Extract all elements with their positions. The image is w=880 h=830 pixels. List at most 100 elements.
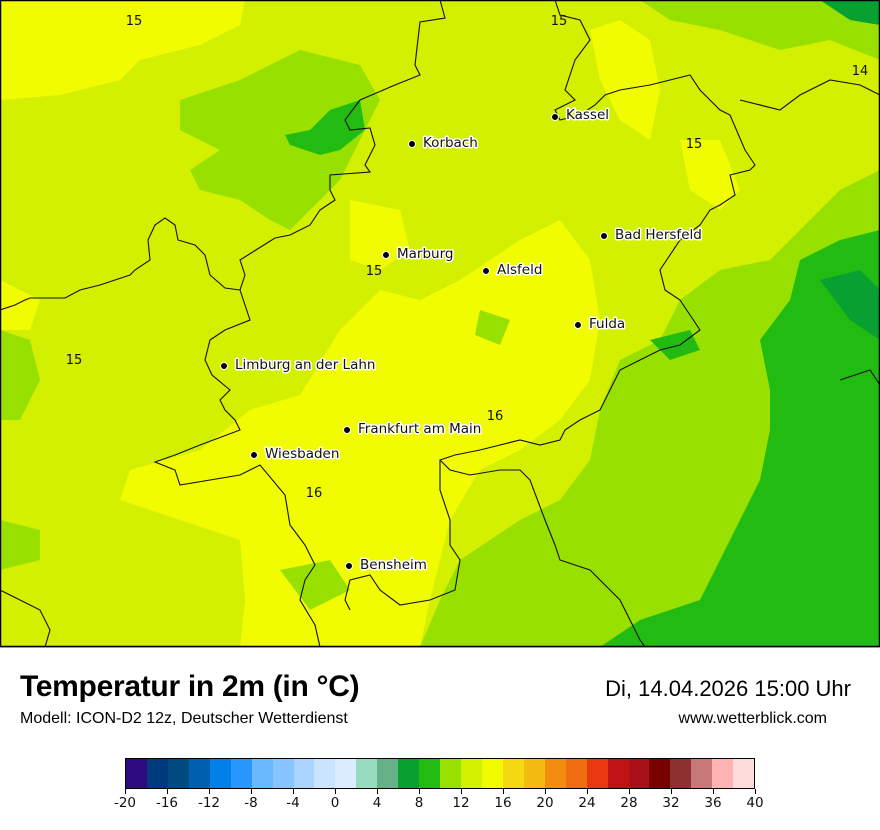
colorbar-segment <box>335 759 357 788</box>
colorbar-tick-mark <box>544 789 546 794</box>
colorbar-tick-label: -12 <box>197 795 221 811</box>
city-bad-hersfeld[interactable]: Bad Hersfeld <box>600 226 703 245</box>
colorbar-segment <box>712 759 734 788</box>
cold-zone-8-10 <box>285 100 880 647</box>
temperature-map: 15 15 14 15 15 15 16 16 Kassel Korbach B… <box>0 0 880 648</box>
city-markers: Kassel Korbach Bad Hersfeld Marburg Alsf… <box>220 106 703 575</box>
colorbar-tick-mark <box>334 789 336 794</box>
website-link[interactable]: www.wetterblick.com <box>678 710 827 727</box>
city-label: Marburg <box>397 246 453 262</box>
colorbar-segment <box>356 759 378 788</box>
colorbar-segment <box>607 759 629 788</box>
map-canvas: 15 15 14 15 15 15 16 16 Kassel Korbach B… <box>0 0 880 648</box>
city-wiesbaden[interactable]: Wiesbaden <box>250 445 341 464</box>
colorbar-tick-label: -8 <box>244 795 258 811</box>
colorbar-segment <box>251 759 273 788</box>
colorbar-segment <box>565 759 587 788</box>
colorbar-tick-mark <box>502 789 504 794</box>
isoline-labels: 15 15 14 15 15 15 16 16 <box>66 14 869 501</box>
colorbar-segment <box>523 759 545 788</box>
colorbar-tick-mark <box>166 789 168 794</box>
city-label: Bad Hersfeld <box>615 227 702 243</box>
colorbar-segment <box>272 759 294 788</box>
colorbar-tick-label: 36 <box>704 795 722 811</box>
isoline-label: 15 <box>366 264 383 279</box>
city-label: Limburg an der Lahn <box>235 357 375 373</box>
isoline-label: 15 <box>686 137 703 152</box>
temperature-colorbar <box>125 758 755 789</box>
colorbar-segment <box>167 759 189 788</box>
colorbar-ticks: -20 -16 -12 -8 -4 0 4 8 12 16 20 24 28 32 36 40 <box>114 789 764 819</box>
colorbar-tick-label: 28 <box>620 795 638 811</box>
city-label: Bensheim <box>360 557 427 573</box>
colorbar-tick-mark <box>754 789 756 794</box>
colorbar-tick-label: 8 <box>414 795 424 811</box>
colorbar-segment <box>188 759 210 788</box>
colorbar-tick-mark <box>628 789 630 794</box>
colorbar-tick-mark <box>712 789 714 794</box>
colorbar-segment <box>146 759 168 788</box>
isoline-label: 15 <box>66 353 83 368</box>
colorbar-tick-mark <box>376 789 378 794</box>
colorbar-tick-label: 32 <box>662 795 680 811</box>
city-frankfurt[interactable]: Frankfurt am Main <box>343 420 483 439</box>
colorbar-segment <box>544 759 566 788</box>
colorbar-tick-label: 12 <box>452 795 470 811</box>
city-dot-icon <box>408 140 416 148</box>
colorbar-segment <box>691 759 713 788</box>
colorbar-segment <box>230 759 252 788</box>
colorbar-tick-mark <box>586 789 588 794</box>
city-limburg[interactable]: Limburg an der Lahn <box>220 356 377 375</box>
model-subtitle: Modell: ICON-D2 12z, Deutscher Wetterdie… <box>20 710 348 727</box>
isoline-label: 14 <box>852 64 869 79</box>
city-kassel[interactable]: Kassel <box>551 106 611 125</box>
colorbar-tick-label: 40 <box>746 795 764 811</box>
colorbar-tick-mark <box>250 789 252 794</box>
colorbar-tick-label: 16 <box>494 795 512 811</box>
colorbar-tick-label: -16 <box>155 795 179 811</box>
colorbar-tick-label: 20 <box>536 795 554 811</box>
colorbar-segment <box>440 759 461 788</box>
city-dot-icon <box>343 426 351 434</box>
colorbar-segment <box>314 759 336 788</box>
city-label: Frankfurt am Main <box>358 421 481 437</box>
isoline-label: 16 <box>487 409 504 424</box>
colorbar-tick-mark <box>460 789 462 794</box>
isoline-label: 15 <box>551 14 568 29</box>
colorbar-segment <box>481 759 503 788</box>
colorbar-tick-mark <box>670 789 672 794</box>
colorbar-segment <box>461 759 482 788</box>
colorbar-segment <box>670 759 692 788</box>
city-label: Wiesbaden <box>265 446 339 462</box>
isoline-label: 15 <box>126 14 143 29</box>
colorbar-segment <box>398 759 420 788</box>
colorbar-tick-label: -20 <box>113 795 137 811</box>
colorbar-segment <box>628 759 650 788</box>
city-label: Alsfeld <box>497 262 542 278</box>
city-bensheim[interactable]: Bensheim <box>345 556 428 575</box>
city-dot-icon <box>551 113 559 121</box>
colorbar-tick-label: 24 <box>578 795 596 811</box>
city-fulda[interactable]: Fulda <box>574 315 627 334</box>
map-title: Temperatur in 2m (in °C) <box>20 670 360 703</box>
city-alsfeld[interactable]: Alsfeld <box>482 261 544 280</box>
city-marburg[interactable]: Marburg <box>382 245 455 264</box>
colorbar-tick-label: 4 <box>372 795 382 811</box>
city-dot-icon <box>250 451 258 459</box>
city-dot-icon <box>382 251 390 259</box>
colorbar-tick-mark <box>292 789 294 794</box>
colorbar-segment <box>126 759 147 788</box>
city-dot-icon <box>220 362 228 370</box>
city-label: Fulda <box>589 316 625 332</box>
city-dot-icon <box>600 232 608 240</box>
colorbar-tick-mark <box>208 789 210 794</box>
admin-borders <box>0 0 880 648</box>
colorbar-segment <box>502 759 524 788</box>
colorbar-segment <box>733 759 755 788</box>
colorbar-segment <box>419 759 441 788</box>
valid-datetime: Di, 14.04.2026 15:00 Uhr <box>605 676 851 701</box>
city-label: Kassel <box>566 107 609 123</box>
colorbar-segment <box>586 759 608 788</box>
city-korbach[interactable]: Korbach <box>408 134 479 153</box>
colorbar-segment <box>209 759 231 788</box>
